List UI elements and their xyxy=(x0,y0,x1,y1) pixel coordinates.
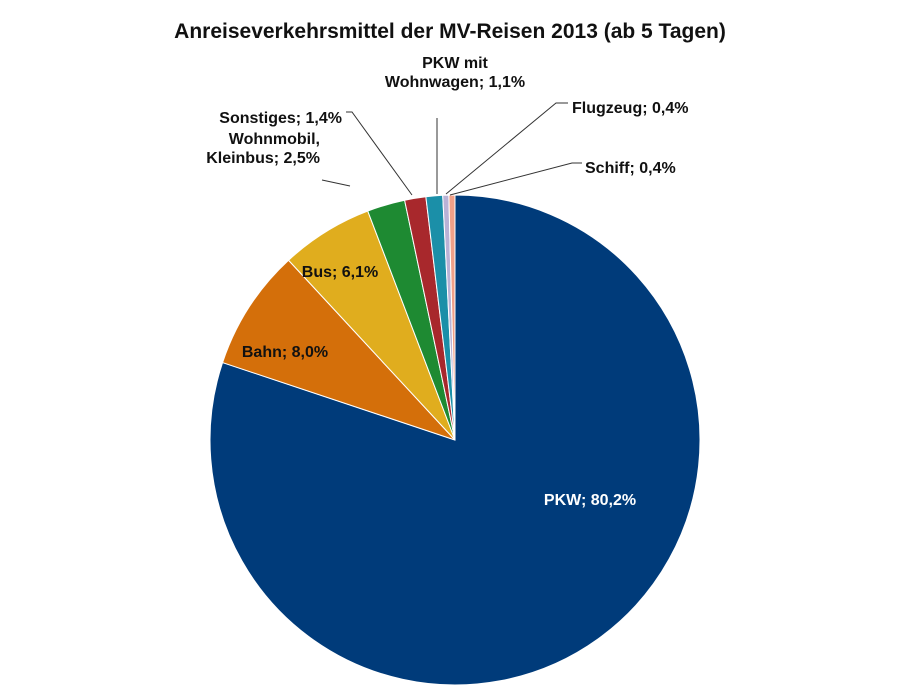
label-bus: Bus; 6,1% xyxy=(302,264,378,281)
label-line: Wohnwagen; 1,1% xyxy=(385,74,525,91)
slice-labels: PKW; 80,2% Bahn; 8,0% Bus; 6,1% Wohnmobil, K… xyxy=(206,55,688,509)
label-pkw-mit-wohnwagen: PKW mit Wohnwagen; 1,1% xyxy=(385,55,525,91)
slice-bahn xyxy=(221,259,456,441)
label-line: Flugzeug; 0,4% xyxy=(572,100,688,117)
label-line: PKW; 80,2% xyxy=(544,492,636,509)
slice-pkw xyxy=(209,194,701,686)
label-schiff: Schiff; 0,4% xyxy=(585,160,676,177)
slice-schiff xyxy=(448,194,456,441)
label-line: Sonstiges; 1,4% xyxy=(219,110,342,127)
leader-line-flugzeug xyxy=(445,102,568,195)
label-line: Wohnmobil, xyxy=(229,131,320,148)
pie-slices xyxy=(209,194,701,686)
leader-line-wohnmobil-kleinbus xyxy=(321,179,351,187)
leader-line-sonstiges xyxy=(346,111,413,196)
label-flugzeug: Flugzeug; 0,4% xyxy=(572,100,688,117)
label-sonstiges: Sonstiges; 1,4% xyxy=(219,110,342,127)
label-wohnmobil-kleinbus: Wohnmobil, Kleinbus; 2,5% xyxy=(206,131,320,167)
label-line: Schiff; 0,4% xyxy=(585,160,676,177)
label-line: Kleinbus; 2,5% xyxy=(206,150,320,167)
leader-lines xyxy=(321,102,582,196)
label-line: Bus; 6,1% xyxy=(302,264,378,281)
chart-title: Anreiseverkehrsmittel der MV-Reisen 2013… xyxy=(174,20,726,43)
label-pkw: PKW; 80,2% xyxy=(544,492,636,509)
leader-line-schiff xyxy=(449,162,582,196)
label-line: PKW mit xyxy=(422,55,488,72)
label-line: Bahn; 8,0% xyxy=(242,344,328,361)
label-bahn: Bahn; 8,0% xyxy=(242,344,328,361)
